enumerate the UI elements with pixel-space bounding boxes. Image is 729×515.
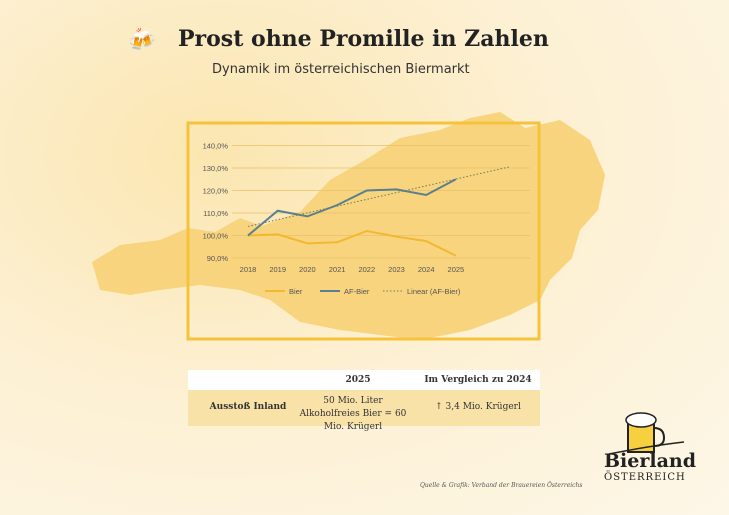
source-note: Quelle & Grafik: Verband der Brauereien …	[420, 482, 583, 489]
header-comparison: Im Vergleich zu 2024	[424, 375, 532, 385]
y-tick-label: 140,0%	[203, 142, 229, 151]
x-tick-label: 2023	[388, 265, 405, 274]
row-value-2025: 50 Mio. Liter Alkoholfreies Bier = 60 Mi…	[299, 396, 407, 432]
logo-name: Bierland	[604, 450, 697, 472]
series-line-bier	[247, 229, 457, 257]
trendline	[247, 166, 510, 227]
x-tick-label: 2022	[358, 265, 375, 274]
y-tick-label: 130,0%	[203, 164, 229, 173]
stats-table: 2025 Im Vergleich zu 2024 Ausstoß Inland…	[188, 370, 540, 432]
bierland-logo: Bierland ÖSTERREICH	[604, 408, 697, 483]
row-value-comparison: ↑ 3,4 Mio. Krügerl	[435, 402, 521, 412]
y-tick-label: 90,0%	[207, 254, 229, 263]
page-title: Prost ohne Promille in Zahlen	[178, 26, 549, 52]
series-line-af-bier	[247, 178, 457, 237]
beer-mug-logo-icon	[608, 412, 684, 455]
table-row: Ausstoß Inland 50 Mio. Liter Alkoholfrei…	[188, 390, 540, 432]
y-tick-label: 100,0%	[203, 232, 229, 241]
y-tick-label: 120,0%	[203, 187, 229, 196]
x-tick-label: 2024	[418, 265, 435, 274]
legend-label: Linear (AF-Bier)	[407, 287, 461, 296]
x-tick-label: 2019	[269, 265, 286, 274]
row-label: Ausstoß Inland	[209, 402, 287, 412]
x-tick-label: 2018	[240, 265, 257, 274]
page-subtitle: Dynamik im österreichischen Biermarkt	[212, 62, 470, 77]
y-tick-label: 110,0%	[203, 209, 228, 218]
logo-sub: ÖSTERREICH	[604, 472, 686, 483]
legend-label: Bier	[289, 287, 303, 296]
table-header: 2025 Im Vergleich zu 2024	[188, 370, 540, 390]
legend-label: AF-Bier	[344, 287, 370, 296]
x-tick-label: 2025	[448, 265, 465, 274]
beer-mugs-icon: 🍻	[128, 28, 156, 53]
x-tick-label: 2020	[299, 265, 316, 274]
chart-frame	[186, 121, 541, 341]
x-tick-label: 2021	[329, 265, 346, 274]
austria-map	[92, 112, 605, 340]
header-2025: 2025	[345, 375, 371, 385]
